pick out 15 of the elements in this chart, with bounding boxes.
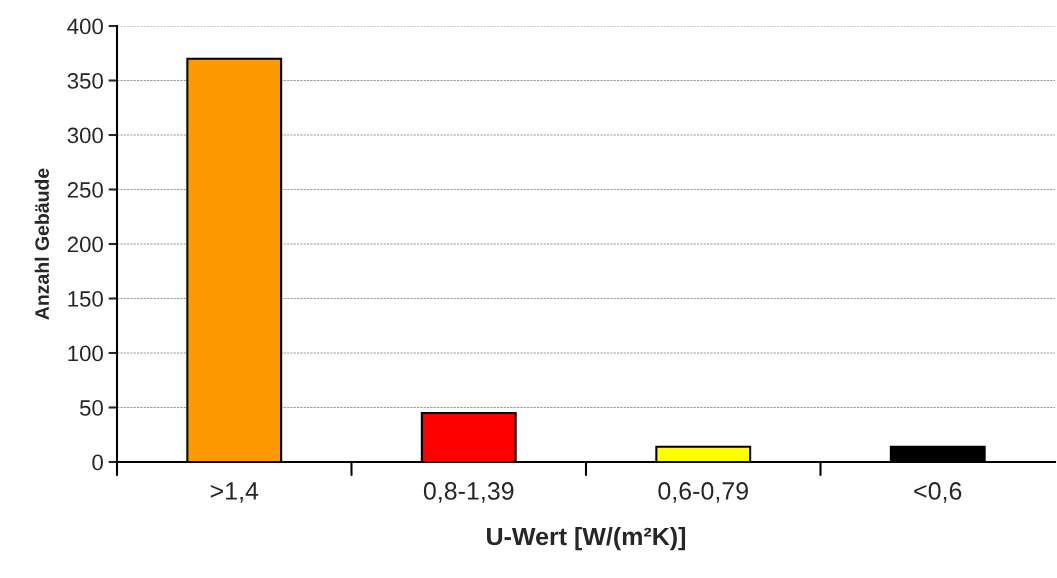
y-tick-label: 300 [67,127,103,144]
y-tick-label: 400 [67,18,103,35]
x-tick-label: 0,8-1,39 [423,482,514,503]
x-tick-label: 0,6-0,79 [658,482,748,503]
y-tick-label: 350 [67,73,103,89]
y-tick-label: 50 [79,400,103,416]
x-axis-title: U-Wert [W/(m²K)] [487,526,686,551]
x-tick-label: <0,6 [914,482,962,503]
y-tick-label: 250 [67,182,103,198]
y-axis-title: Anzahl Gebäude [34,168,49,320]
y-tick-label: 100 [68,345,103,362]
y-tick-label: 200 [67,236,103,253]
x-tick-label: >1,4 [210,482,259,503]
y-tick-label: 150 [68,291,103,307]
y-tick-label: 0 [92,454,103,471]
